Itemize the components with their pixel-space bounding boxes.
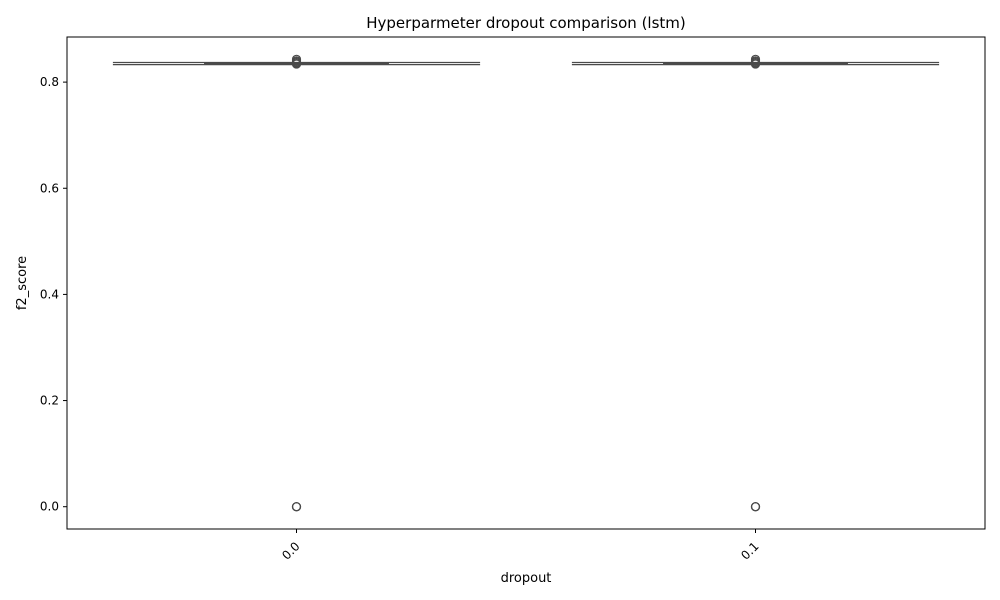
outlier-point: [291, 54, 302, 64]
y-axis-label: f2_score: [15, 256, 30, 310]
y-tick-label: 0.4: [40, 287, 59, 301]
x-tick-label: 0.0: [279, 539, 302, 562]
outlier-point: [750, 54, 761, 64]
outlier-point: [750, 502, 761, 512]
x-axis: 0.0 0.1: [279, 529, 762, 563]
outlier-point: [291, 502, 302, 512]
y-tick-label: 0.2: [40, 394, 59, 408]
box-group: [112, 54, 481, 512]
y-tick-label: 0.8: [40, 75, 59, 89]
y-tick-label: 0.6: [40, 181, 59, 195]
y-axis: 0.0 0.2 0.4 0.6 0.8: [40, 75, 67, 514]
chart-title: Hyperparmeter dropout comparison (lstm): [366, 14, 686, 32]
box-group: [571, 54, 940, 512]
plot-area: [112, 54, 940, 512]
x-axis-label: dropout: [501, 571, 552, 586]
plot-frame: [66, 36, 986, 530]
y-tick-label: 0.0: [40, 500, 59, 514]
x-tick-label: 0.1: [738, 539, 761, 562]
